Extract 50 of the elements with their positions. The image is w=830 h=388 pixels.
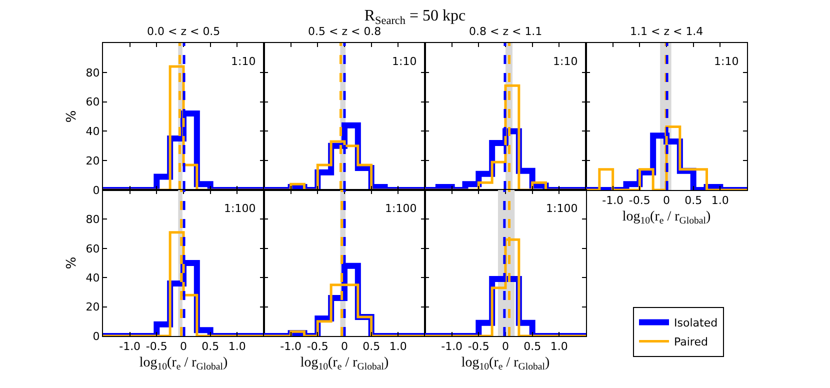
x-tick-label: 0.5 [202,340,220,354]
x-tick-label: 0 [180,340,187,354]
x-tick-label: 1.0 [389,340,407,354]
annotation: 1:10 [231,55,256,68]
x-axis-title: log$_{10}$(r$_{e}$ / r$_{Global}$) [139,356,228,372]
y-tick-label: 80 [86,66,100,80]
y-tick-label: 80 [86,213,100,226]
x-tick-label: 0 [341,340,348,354]
y-tick-label: 20 [86,154,100,168]
legend-label: Paired [674,336,708,349]
x-tick-label: 0.5 [684,194,702,208]
x-axis-title: log$_{10}$(r$_{e}$ / r$_{Global}$) [461,356,550,372]
y-tick-label: 0 [92,330,100,343]
x-tick-label: 0 [502,340,509,354]
annotation: 1:10 [392,55,417,68]
annotation: 1:100 [224,202,256,215]
x-axis-title: log$_{10}$(r$_{e}$ / r$_{Global}$) [622,210,711,226]
x-tick-label: -0.5 [628,194,650,208]
chart-subtitle: 1.1 < z < 1.4 [630,25,704,38]
annotation: 1:10 [714,55,739,68]
chart-subtitle: 0.5 < z < 0.8 [308,25,382,38]
annotation: 1:100 [546,202,578,215]
y-tick-label: 0 [92,184,100,197]
x-tick-label: 0.5 [524,340,542,354]
y-axis-title: % [64,256,80,270]
x-tick-label: -1.0 [280,340,302,354]
annotation: 1:100 [385,202,417,215]
chart-title: R$_{Search}$ = 50 kpc [364,8,466,27]
y-tick-label: 60 [86,242,100,256]
y-axis-title: % [64,110,80,123]
chart-subtitle: 0.8 < z < 1.1 [469,25,542,38]
x-tick-label: -1.0 [441,340,463,354]
x-tick-label: 1.0 [550,340,568,354]
chart-subtitle: 0.0 < z < 0.5 [147,25,220,38]
annotation: 1:10 [553,55,578,68]
y-tick-label: 40 [86,125,100,138]
x-tick-label: -0.5 [306,340,328,354]
x-tick-label: -1.0 [602,194,624,208]
x-axis-title: log$_{10}$(r$_{e}$ / r$_{Global}$) [300,356,389,372]
x-tick-label: -0.5 [468,340,490,354]
x-tick-label: -0.5 [146,340,168,354]
y-tick-label: 40 [86,271,100,284]
y-tick-label: 20 [86,300,100,314]
x-tick-label: 1.0 [228,340,246,354]
legend-label: Isolated [674,316,718,330]
x-tick-label: 1.0 [711,194,729,208]
x-tick-label: -1.0 [119,340,141,354]
x-tick-label: 0.5 [362,340,380,354]
x-tick-label: 0 [663,194,670,208]
y-tick-label: 60 [86,96,100,109]
